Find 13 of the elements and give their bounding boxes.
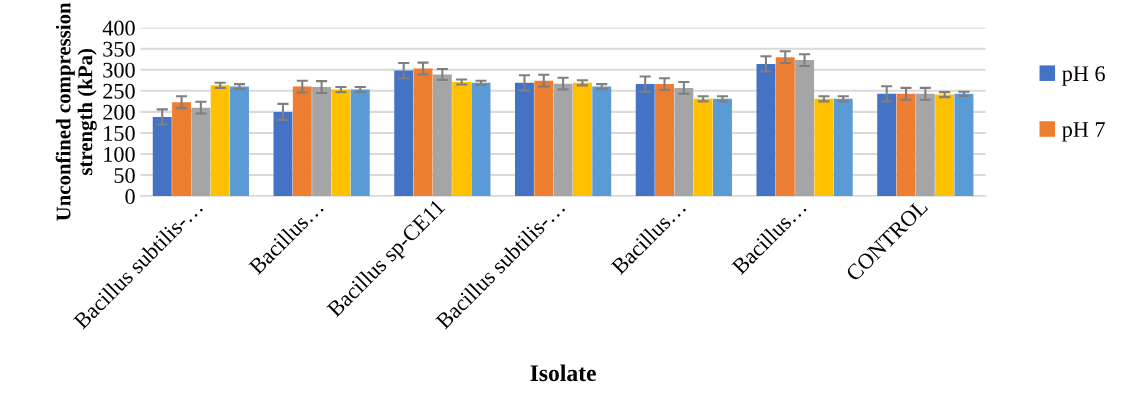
y-tick-label: 50: [114, 167, 135, 183]
y-tick-label: 300: [103, 62, 135, 78]
y-axis-title: Unconfined compression strength (kPa): [55, 2, 97, 221]
y-tick-label: 400: [102, 20, 135, 36]
y-tick-label: 250: [103, 83, 135, 99]
legend-label: pH 7: [1062, 122, 1105, 142]
y-tick-label: 350: [103, 41, 135, 57]
legend-label: pH 6: [1062, 66, 1105, 86]
y-tick-label: 200: [103, 104, 135, 120]
y-tick-label: 100: [104, 146, 135, 162]
y-tick-label: 0: [125, 189, 135, 205]
x-axis-title: Isolate: [530, 364, 596, 382]
y-tick-label: 150: [104, 125, 135, 141]
